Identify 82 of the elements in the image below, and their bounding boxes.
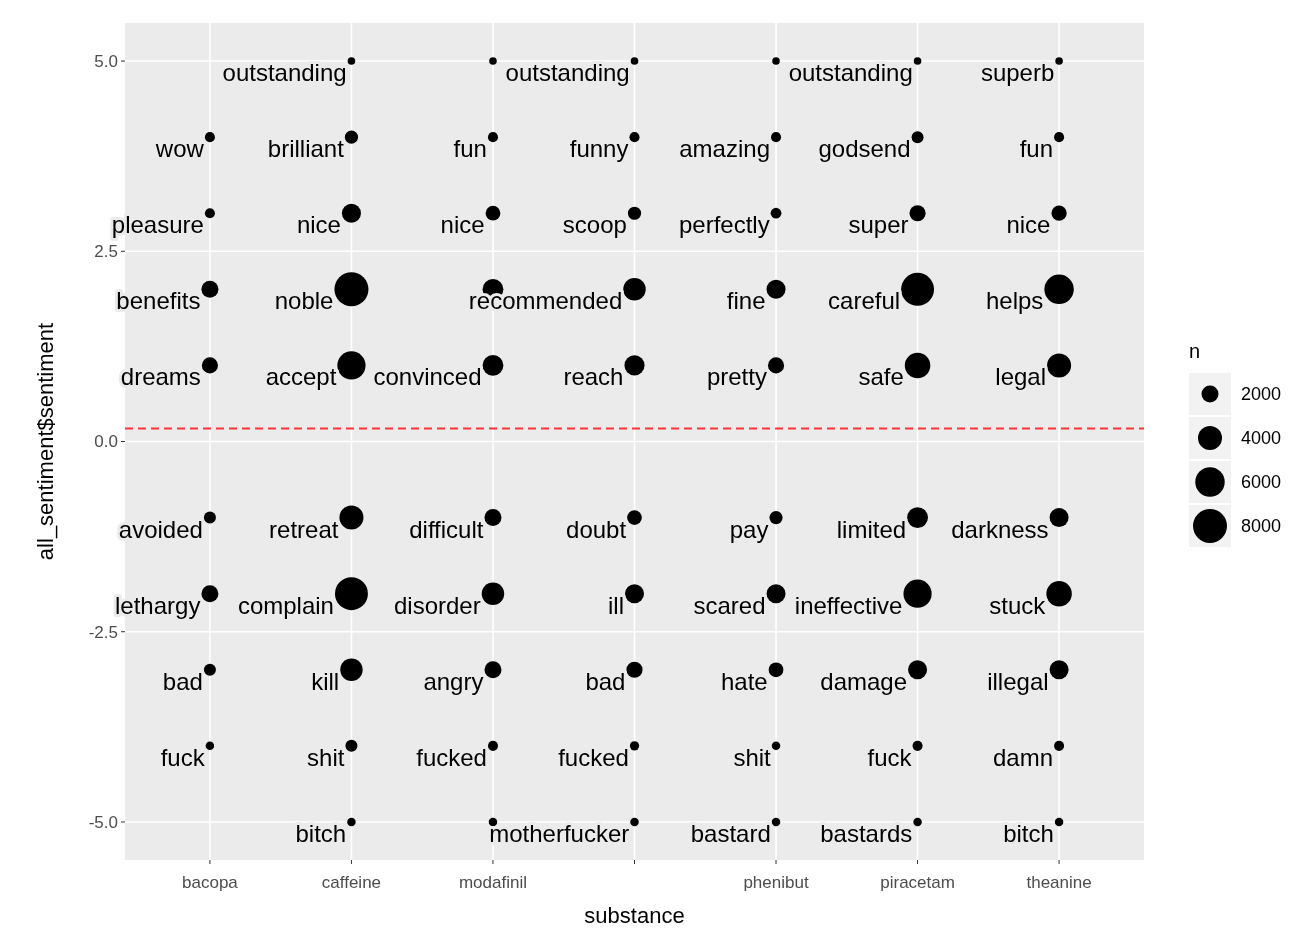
data-label: fuck xyxy=(867,743,913,771)
y-tick-label: -2.5 xyxy=(88,622,118,642)
y-axis-title: all_sentiment$sentiment xyxy=(33,322,58,561)
data-label: shit xyxy=(307,743,345,771)
y-tick-label: 0.0 xyxy=(94,432,118,452)
data-label: accept xyxy=(265,363,337,391)
data-label: perfectly xyxy=(678,211,770,239)
x-tick-label: theanine xyxy=(1026,873,1092,892)
data-label: wow xyxy=(154,135,205,163)
data-label: damage xyxy=(820,667,908,695)
data-label: nice xyxy=(1006,211,1051,239)
data-label: fucked xyxy=(416,743,487,771)
data-label: pay xyxy=(729,515,769,543)
data-label: illegal xyxy=(987,667,1049,695)
data-label: funny xyxy=(569,135,629,163)
data-label: outstanding xyxy=(505,59,630,87)
data-label: reach xyxy=(563,363,624,391)
data-label: fine xyxy=(726,287,766,315)
x-axis-title: substance xyxy=(584,903,685,928)
data-label: scared xyxy=(693,591,766,619)
data-label: ineffective xyxy=(794,591,903,619)
data-label: super xyxy=(848,211,909,239)
x-tick-label: bacopa xyxy=(182,873,239,892)
data-label: bitch xyxy=(1003,819,1054,847)
data-label: noble xyxy=(274,287,334,315)
legend-label: 4000 xyxy=(1241,428,1282,449)
data-label: bastard xyxy=(690,819,771,847)
data-label: ill xyxy=(608,591,624,619)
data-label: brilliant xyxy=(267,135,345,163)
data-label: angry xyxy=(423,667,484,695)
data-label: nice xyxy=(296,211,341,239)
data-label: doubt xyxy=(566,515,627,543)
data-label: limited xyxy=(836,515,907,543)
data-label: kill xyxy=(311,667,340,695)
data-label: recommended xyxy=(468,287,623,315)
data-label: retreat xyxy=(269,515,339,543)
data-label: legal xyxy=(995,363,1047,391)
legend-label: 8000 xyxy=(1241,516,1282,537)
x-tick-label: modafinil xyxy=(458,873,527,892)
data-label: superb xyxy=(980,59,1055,87)
legend-title: n xyxy=(1189,340,1201,362)
data-label: amazing xyxy=(679,135,770,163)
data-label: bitch xyxy=(295,819,347,847)
data-label: bastards xyxy=(820,819,913,847)
data-label: convinced xyxy=(373,363,482,391)
data-label: dreams xyxy=(120,363,201,391)
data-label: difficult xyxy=(409,515,484,543)
data-label: pretty xyxy=(706,363,767,391)
data-label: godsend xyxy=(818,135,911,163)
data-label: nice xyxy=(440,211,485,239)
data-label: hate xyxy=(720,667,768,695)
data-label: fucked xyxy=(558,743,629,771)
data-label: careful xyxy=(828,287,901,315)
data-label: avoided xyxy=(118,515,203,543)
data-label: stuck xyxy=(989,591,1047,619)
y-tick-label: 5.0 xyxy=(94,52,118,71)
data-label: bad xyxy=(162,667,203,695)
data-label: outstanding xyxy=(222,59,347,87)
data-label: scoop xyxy=(562,211,627,239)
data-label: damn xyxy=(993,743,1054,771)
data-label: shit xyxy=(733,743,772,771)
data-label: fuck xyxy=(160,743,206,771)
data-label: motherfucker xyxy=(489,819,630,847)
data-label: complain xyxy=(237,591,334,619)
y-tick-label: 2.5 xyxy=(94,242,118,262)
data-label: bad xyxy=(585,667,626,695)
data-label: disorder xyxy=(394,591,481,619)
data-label: fun xyxy=(1019,135,1054,163)
x-tick-label: phenibut xyxy=(743,873,809,892)
data-label: benefits xyxy=(116,287,201,315)
data-label: safe xyxy=(858,363,904,391)
y-tick-label: -5.0 xyxy=(88,812,118,832)
data-label: helps xyxy=(985,287,1044,315)
x-tick-label: caffeine xyxy=(321,873,382,892)
data-label: outstanding xyxy=(788,59,913,87)
x-tick-label: piracetam xyxy=(880,873,955,892)
data-label: fun xyxy=(453,135,487,163)
data-label: darkness xyxy=(951,515,1049,543)
data-label: lethargy xyxy=(115,591,201,619)
legend-label: 2000 xyxy=(1241,384,1282,405)
legend-label: 6000 xyxy=(1241,472,1282,493)
data-label: pleasure xyxy=(111,211,204,239)
